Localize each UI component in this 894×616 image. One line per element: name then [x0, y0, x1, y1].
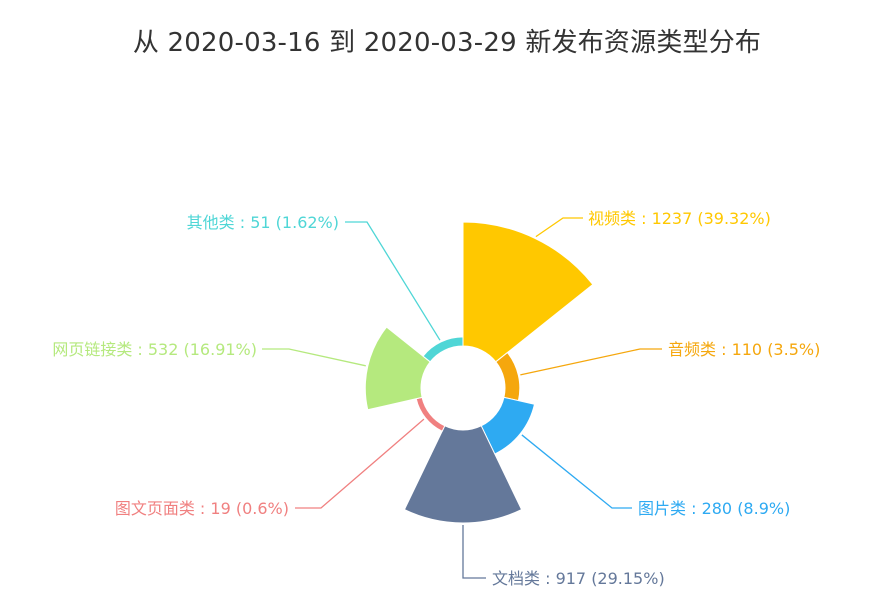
rose-slice-1[interactable]	[462, 221, 594, 363]
leader-line-1	[535, 217, 583, 238]
slice-label-7: 其他类 : 51 (1.62%)	[187, 213, 339, 232]
slice-label-2: 音频类 : 110 (3.5%)	[668, 340, 820, 359]
slice-label-3: 图片类 : 280 (8.9%)	[638, 499, 790, 518]
rose-slice-2[interactable]	[495, 351, 521, 402]
rose-slice-7[interactable]	[422, 336, 464, 363]
rose-slice-6[interactable]	[364, 326, 431, 411]
leader-line-2	[520, 348, 662, 376]
leader-line-7	[345, 221, 441, 341]
rose-slice-5[interactable]	[415, 396, 446, 432]
leader-line-3	[521, 434, 632, 509]
rose-slice-4[interactable]	[403, 425, 523, 524]
slice-label-5: 图文页面类 : 19 (0.6%)	[115, 499, 289, 518]
leader-line-4	[462, 524, 486, 579]
slice-label-6: 网页链接类 : 532 (16.91%)	[52, 340, 257, 359]
slice-label-1: 视频类 : 1237 (39.32%)	[588, 209, 771, 228]
leader-line-5	[295, 418, 425, 509]
slice-label-4: 文档类 : 917 (29.15%)	[492, 569, 665, 588]
chart-title: 从 2020-03-16 到 2020-03-29 新发布资源类型分布	[132, 28, 762, 58]
leader-line-6	[262, 348, 366, 367]
rose-slice-3[interactable]	[480, 396, 536, 455]
